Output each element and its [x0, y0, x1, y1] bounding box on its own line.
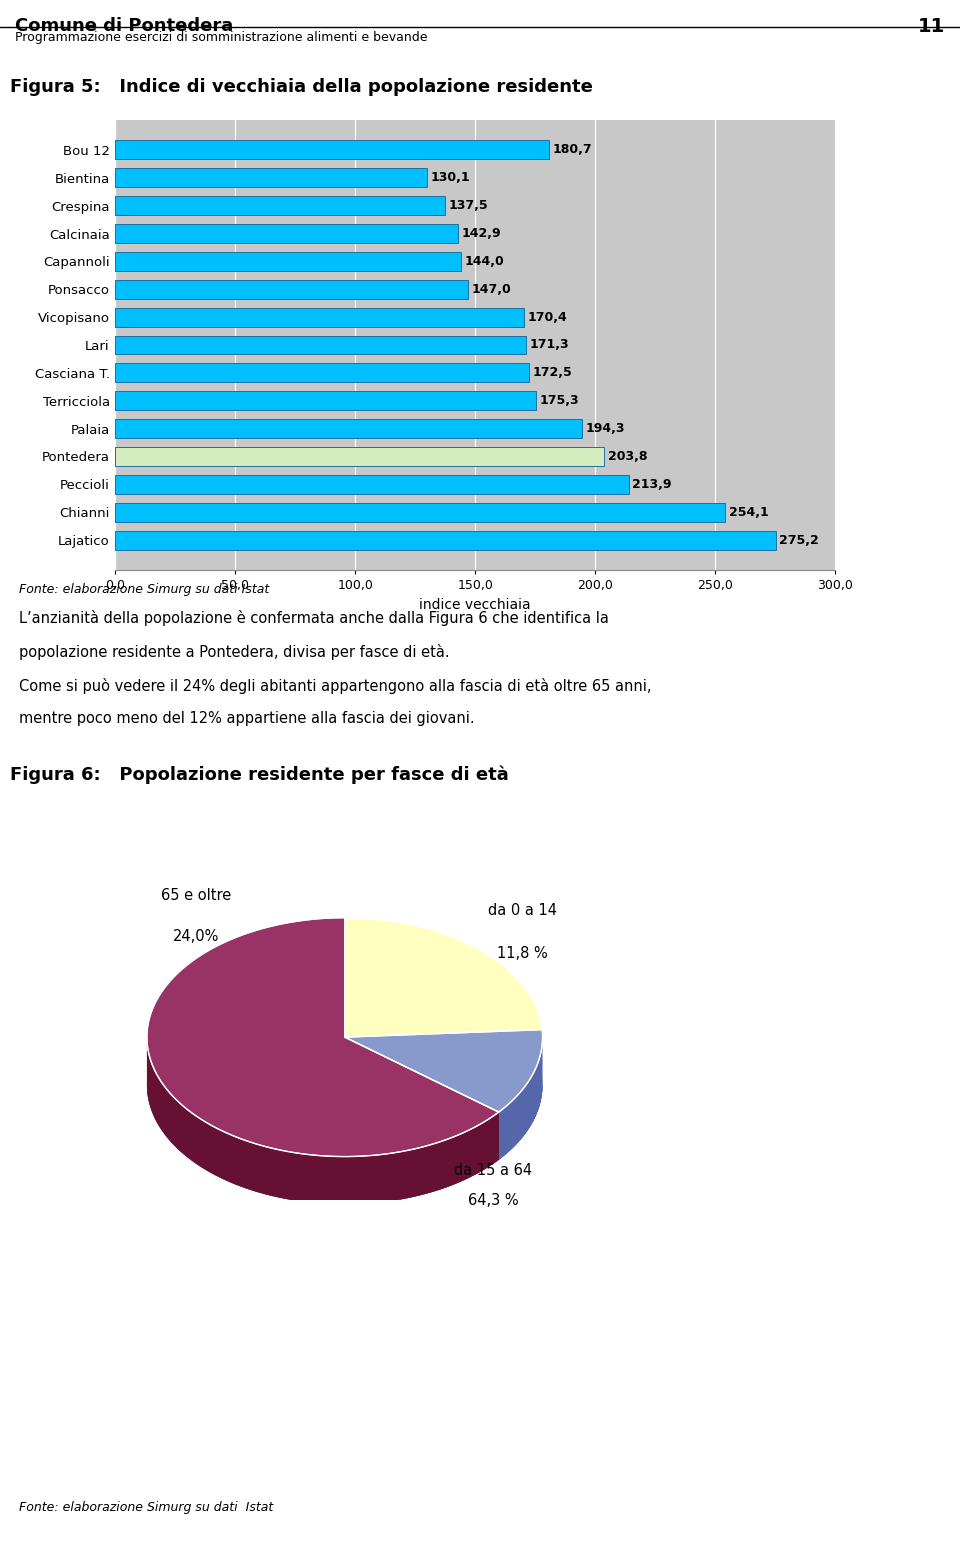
Text: da 15 a 64: da 15 a 64 [454, 1163, 532, 1178]
Text: 144,0: 144,0 [465, 255, 504, 269]
Text: Fonte: elaborazione Simurg su dati  Istat: Fonte: elaborazione Simurg su dati Istat [19, 1501, 274, 1515]
Text: mentre poco meno del 12% appartiene alla fascia dei giovani.: mentre poco meno del 12% appartiene alla… [19, 712, 475, 726]
Text: 130,1: 130,1 [431, 171, 470, 184]
X-axis label: indice vecchiaia: indice vecchiaia [420, 598, 531, 611]
Text: 64,3 %: 64,3 % [468, 1194, 518, 1209]
Text: 175,3: 175,3 [540, 394, 579, 408]
Text: 172,5: 172,5 [533, 366, 572, 380]
Text: 254,1: 254,1 [729, 506, 768, 519]
Polygon shape [147, 965, 499, 1204]
Text: 170,4: 170,4 [528, 310, 567, 324]
Polygon shape [345, 1038, 499, 1160]
Text: 213,9: 213,9 [633, 477, 672, 491]
Bar [115, 448, 605, 466]
Text: Programmazione esercizi di somministrazione alimenti e bevande: Programmazione esercizi di somministrazi… [15, 31, 427, 43]
Text: Come si può vedere il 24% degli abitanti appartengono alla fascia di età oltre 6: Come si può vedere il 24% degli abitanti… [19, 678, 652, 693]
Bar [115, 503, 725, 522]
Polygon shape [345, 1078, 542, 1160]
Polygon shape [345, 1030, 542, 1112]
Bar [115, 335, 526, 355]
Text: 11: 11 [918, 17, 945, 36]
Polygon shape [345, 965, 542, 1085]
Bar [115, 196, 445, 215]
Bar [115, 307, 524, 327]
Polygon shape [147, 1038, 542, 1204]
Text: Fonte: elaborazione Simurg su dati Istat: Fonte: elaborazione Simurg su dati Istat [19, 582, 270, 596]
Text: Comune di Pontedera: Comune di Pontedera [15, 17, 233, 36]
Text: 142,9: 142,9 [462, 227, 501, 239]
Polygon shape [147, 917, 499, 1156]
Text: 11,8 %: 11,8 % [497, 946, 548, 960]
Text: 275,2: 275,2 [780, 534, 819, 547]
Text: 194,3: 194,3 [586, 422, 625, 435]
Bar [115, 168, 427, 187]
Text: 24,0%: 24,0% [173, 928, 220, 943]
Bar [115, 363, 529, 383]
Polygon shape [147, 1039, 499, 1204]
Text: 65 e oltre: 65 e oltre [161, 888, 231, 903]
Bar [115, 531, 776, 550]
Text: 147,0: 147,0 [471, 283, 512, 296]
Text: L’anzianità della popolazione è confermata anche dalla Figura 6 che identifica l: L’anzianità della popolazione è conferma… [19, 610, 609, 625]
Bar [115, 418, 582, 438]
Text: 203,8: 203,8 [608, 449, 647, 463]
Polygon shape [345, 917, 542, 1038]
Text: popolazione residente a Pontedera, divisa per fasce di età.: popolazione residente a Pontedera, divis… [19, 644, 450, 659]
Bar [115, 252, 461, 270]
Bar [115, 141, 549, 159]
Bar [115, 279, 468, 298]
Text: 180,7: 180,7 [553, 144, 592, 156]
Bar [115, 476, 629, 494]
Text: 171,3: 171,3 [530, 338, 569, 352]
Text: 137,5: 137,5 [449, 199, 489, 212]
Bar [115, 391, 536, 411]
Text: da 0 a 14: da 0 a 14 [489, 903, 557, 917]
Bar [115, 224, 458, 242]
Text: Figura 5:   Indice di vecchiaia della popolazione residente: Figura 5: Indice di vecchiaia della popo… [10, 79, 592, 96]
Text: Figura 6:   Popolazione residente per fasce di età: Figura 6: Popolazione residente per fasc… [10, 766, 509, 784]
Polygon shape [345, 1038, 499, 1160]
